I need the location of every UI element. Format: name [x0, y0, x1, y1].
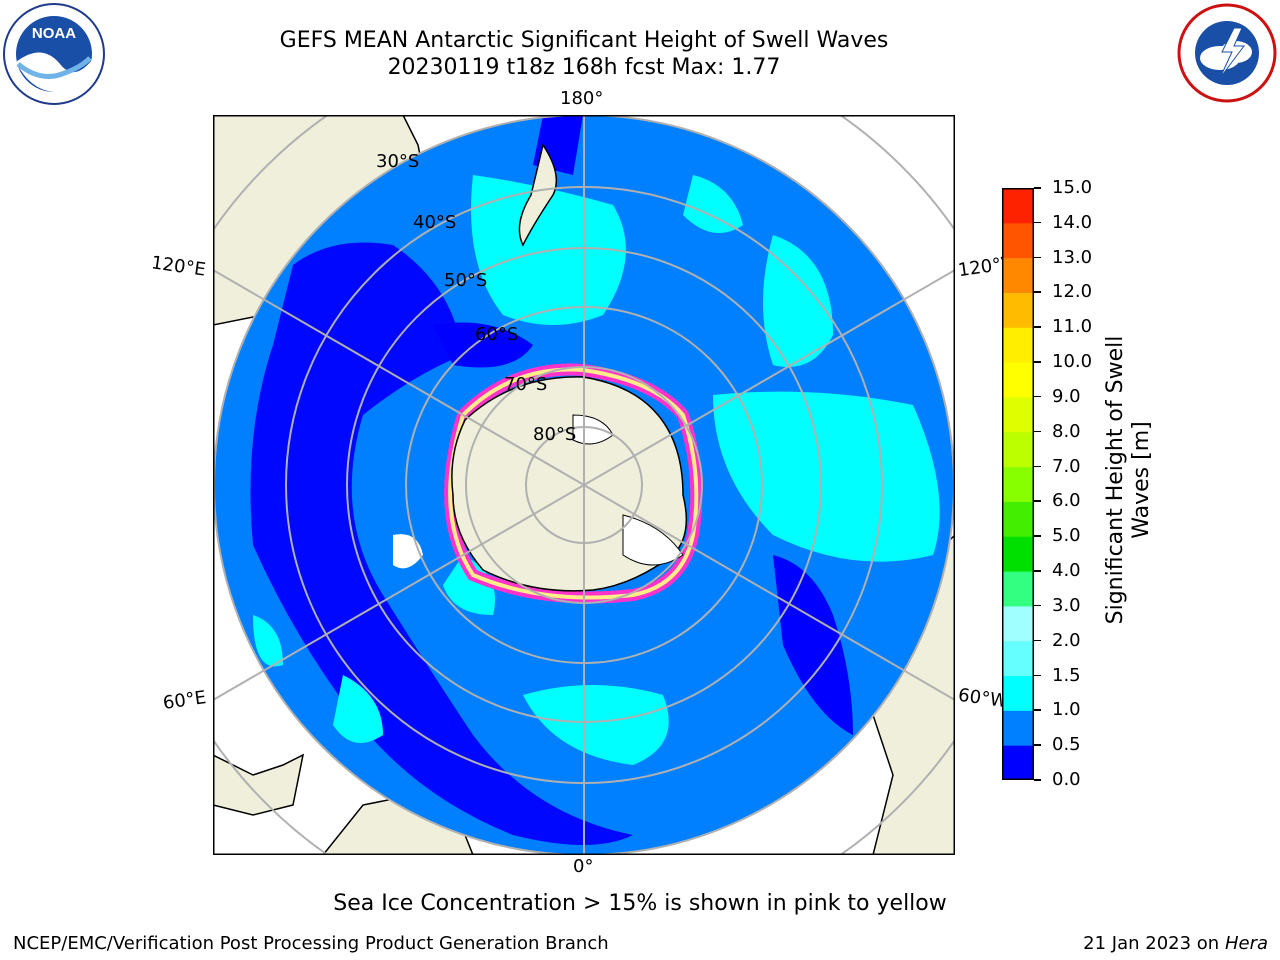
colorbar-tick-mark	[1034, 326, 1041, 328]
colorbar-tick-label: 4.0	[1052, 560, 1081, 582]
colorbar-segment	[1002, 431, 1034, 468]
lat-label-60s: 60°S	[475, 324, 519, 345]
colorbar-tick-label: 9.0	[1052, 385, 1081, 407]
colorbar-tick-mark	[1034, 395, 1041, 398]
colorbar-tick-mark	[1034, 430, 1041, 433]
colorbar-segment	[1002, 640, 1034, 677]
colorbar-tick-mark	[1034, 291, 1041, 293]
colorbar-tick-mark	[1034, 221, 1041, 224]
colorbar-tick-mark	[1034, 256, 1041, 259]
colorbar-tick-label: 10.0	[1052, 351, 1093, 373]
colorbar-segment	[1002, 327, 1034, 363]
colorbar-segment	[1002, 396, 1034, 433]
lon-label-60e: 60°E	[161, 687, 208, 714]
colorbar-segment	[1002, 466, 1034, 502]
weddell-ice-shelf	[622, 514, 684, 566]
noaa-logo: NOAA	[2, 2, 106, 106]
colorbar-tick-label: 0.5	[1052, 734, 1081, 756]
colorbar-tick-mark	[1034, 709, 1041, 711]
chart-title: GEFS MEAN Antarctic Significant Height o…	[279, 28, 889, 53]
footer-machine: Hera	[1224, 933, 1268, 954]
swell-patch-7	[333, 675, 383, 743]
colorbar-tick-mark	[1034, 570, 1041, 572]
colorbar-segment	[1002, 501, 1034, 537]
footer-date: 21 Jan 2023 on	[1083, 933, 1225, 954]
swell-patch-5	[443, 555, 495, 615]
colorbar-tick-label: 1.5	[1052, 664, 1081, 686]
lon-label-120e: 120°E	[149, 252, 207, 281]
colorbar-tick-label: 8.0	[1052, 420, 1081, 442]
colorbar-tick-mark	[1034, 604, 1041, 607]
nws-logo	[1176, 2, 1278, 104]
footer-right: 21 Jan 2023 on Hera	[1083, 933, 1268, 954]
meridian-lines	[213, 115, 955, 855]
colorbar-tick-mark	[1034, 361, 1041, 363]
colorbar-segment	[1002, 536, 1034, 572]
swell-patch-8	[683, 175, 743, 233]
swell-patch-2	[763, 235, 833, 367]
lat-label-30s: 30°S	[376, 151, 420, 172]
swell-patch-4	[523, 685, 669, 765]
footer-left: NCEP/EMC/Verification Post Processing Pr…	[13, 933, 609, 954]
colorbar-tick-mark	[1034, 639, 1041, 642]
colorbar-segment	[1002, 292, 1034, 328]
colorbar-tick-label: 5.0	[1052, 525, 1081, 547]
colorbar-label: Significant Height of Swell Waves [m]	[1103, 335, 1154, 625]
colorbar-tick-mark	[1034, 465, 1041, 468]
colorbar-tick-label: 0.0	[1052, 769, 1081, 790]
colorbar	[1002, 188, 1034, 781]
colorbar-tick-label: 6.0	[1052, 490, 1081, 512]
colorbar-segment	[1002, 362, 1034, 398]
colorbar-segment	[1002, 605, 1034, 642]
colorbar-segment	[1002, 571, 1034, 607]
lon-label-60w: 60°W	[956, 684, 1009, 713]
colorbar-tick-label: 1.0	[1052, 699, 1081, 721]
chart-subtitle: 20230119 t18z 168h fcst Max: 1.77	[387, 55, 781, 80]
lat-label-80s: 80°S	[533, 424, 577, 445]
lon-label-0: 0°	[573, 856, 594, 877]
colorbar-segment	[1002, 675, 1034, 711]
colorbar-tick-label: 15.0	[1052, 177, 1093, 198]
colorbar-segment	[1002, 745, 1034, 781]
sea-ice-note: Sea Ice Concentration > 15% is shown in …	[333, 891, 947, 916]
swell-patch-3	[713, 391, 940, 562]
colorbar-segment	[1002, 257, 1034, 293]
low-swell-region-east	[773, 555, 853, 735]
colorbar-tick-mark	[1034, 779, 1041, 781]
colorbar-segment	[1002, 710, 1034, 746]
colorbar-tick-mark	[1034, 500, 1041, 502]
lat-label-50s: 50°S	[444, 270, 488, 291]
noaa-logo-text: NOAA	[32, 25, 76, 42]
colorbar-tick-label: 12.0	[1052, 281, 1093, 303]
colorbar-tick-label: 3.0	[1052, 594, 1081, 616]
map-frame	[213, 115, 955, 855]
colorbar-segment	[1002, 222, 1034, 259]
colorbar-tick-label: 11.0	[1052, 316, 1093, 338]
colorbar-tick-label: 2.0	[1052, 629, 1081, 651]
new-zealand-landmass	[518, 143, 558, 247]
colorbar-segment	[1002, 188, 1034, 224]
colorbar-tick-label: 7.0	[1052, 455, 1081, 477]
colorbar-tick-label: 14.0	[1052, 211, 1093, 233]
swell-patch-6	[253, 615, 283, 667]
lon-label-180: 180°	[560, 88, 604, 109]
colorbar-tick-mark	[1034, 744, 1041, 746]
colorbar-tick-mark	[1034, 674, 1041, 677]
low-swell-region-ross	[433, 322, 533, 368]
colorbar-tick-mark	[1034, 535, 1041, 537]
lat-label-40s: 40°S	[413, 212, 457, 233]
colorbar-tick-mark	[1034, 187, 1041, 189]
polar-map	[213, 115, 955, 855]
lat-label-70s: 70°S	[504, 374, 548, 395]
colorbar-tick-label: 13.0	[1052, 246, 1093, 268]
